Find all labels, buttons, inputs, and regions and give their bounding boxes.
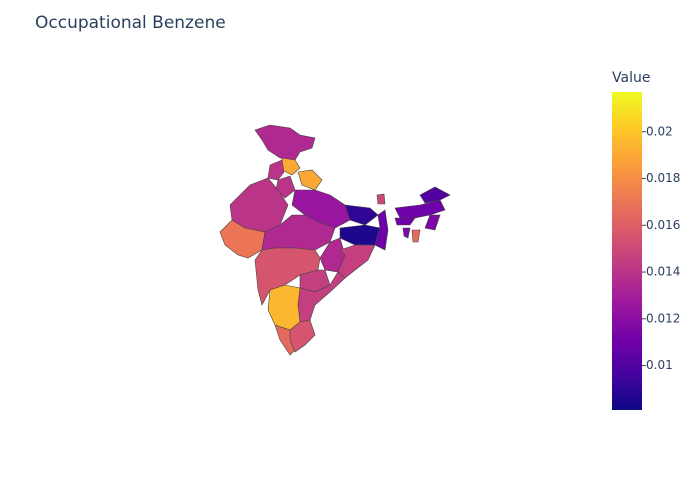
- colorbar: [612, 92, 642, 410]
- region: [394, 217, 416, 226]
- region: [419, 186, 451, 204]
- region: [424, 214, 441, 231]
- colorbar-tick-label: 0.01: [646, 358, 673, 372]
- region: [374, 209, 389, 251]
- region: [376, 193, 386, 205]
- chart-title: Occupational Benzene: [35, 13, 226, 33]
- region: [267, 284, 301, 331]
- region: [267, 159, 285, 181]
- colorbar-tick-label: 0.014: [646, 265, 680, 279]
- region: [344, 204, 379, 226]
- region: [254, 124, 316, 161]
- region: [339, 224, 381, 246]
- region: [281, 157, 301, 176]
- region: [402, 227, 411, 239]
- region: [289, 319, 316, 353]
- colorbar-tick-label: 0.016: [646, 218, 680, 232]
- colorbar-tick-label: 0.02: [646, 124, 673, 138]
- colorbar-tick-label: 0.012: [646, 311, 680, 325]
- region: [291, 189, 351, 229]
- region: [297, 169, 323, 191]
- colorbar-title: Value: [612, 70, 650, 86]
- region: [411, 229, 421, 243]
- map: [219, 124, 451, 356]
- region: [337, 244, 376, 279]
- colorbar-tick-label: 0.018: [646, 171, 680, 185]
